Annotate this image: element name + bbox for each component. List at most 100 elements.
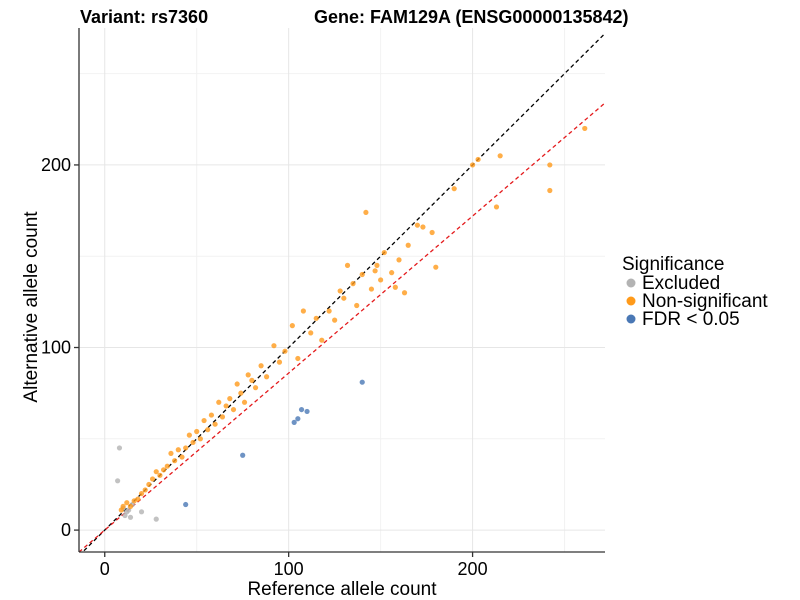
data-points — [115, 125, 588, 522]
point-non-significant — [414, 222, 421, 228]
point-non-significant — [372, 268, 378, 274]
point-non-significant — [194, 428, 200, 435]
point-excluded — [153, 516, 159, 522]
point-excluded — [138, 509, 145, 515]
point-non-significant — [359, 271, 365, 278]
point-non-significant — [319, 337, 325, 343]
point-non-significant — [197, 436, 203, 442]
point-non-significant — [138, 490, 145, 497]
point-excluded — [127, 514, 134, 520]
point-non-significant — [389, 270, 395, 276]
x-tick-label: 200 — [458, 559, 488, 579]
point-non-significant — [118, 507, 124, 513]
point-excluded — [116, 445, 123, 451]
point-non-significant — [175, 447, 181, 453]
point-non-significant — [429, 229, 435, 236]
point-non-significant — [582, 125, 588, 132]
y-tick-label: 100 — [41, 338, 71, 358]
point-non-significant — [186, 432, 192, 438]
point-fdr-0-05 — [240, 452, 246, 458]
point-non-significant — [313, 315, 319, 321]
point-non-significant — [547, 162, 553, 168]
x-tick-label: 100 — [274, 559, 304, 579]
legend: Significance ExcludedNon-significantFDR … — [622, 254, 768, 330]
point-non-significant — [332, 317, 338, 323]
axes: 0 100 200 0 100 200 — [41, 28, 605, 579]
point-non-significant — [190, 439, 196, 446]
point-non-significant — [374, 262, 380, 268]
point-non-significant — [157, 472, 163, 478]
y-tick-label: 0 — [61, 520, 71, 540]
point-fdr-0-05 — [304, 408, 310, 415]
y-axis-title: Alternative allele count — [21, 211, 42, 403]
point-fdr-0-05 — [291, 419, 297, 425]
point-non-significant — [142, 487, 148, 493]
legend-label-excluded: Excluded — [642, 273, 720, 294]
point-non-significant — [282, 348, 288, 354]
legend-label-fdr-0-05: FDR < 0.05 — [642, 309, 740, 330]
point-non-significant — [392, 284, 398, 290]
point-non-significant — [295, 355, 301, 362]
point-non-significant — [547, 187, 553, 194]
point-non-significant — [179, 454, 185, 460]
point-non-significant — [161, 467, 167, 473]
point-non-significant — [405, 242, 411, 248]
point-excluded — [122, 512, 128, 519]
point-non-significant — [164, 463, 170, 469]
point-non-significant — [223, 403, 229, 409]
point-fdr-0-05 — [295, 416, 301, 422]
point-non-significant — [146, 481, 152, 488]
y-tick-label: 200 — [41, 155, 71, 175]
point-non-significant — [241, 399, 248, 405]
point-non-significant — [469, 162, 476, 168]
point-non-significant — [149, 476, 156, 482]
point-non-significant — [451, 186, 457, 192]
point-non-significant — [493, 204, 500, 210]
point-non-significant — [271, 343, 277, 349]
point-non-significant — [308, 330, 314, 336]
x-axis-title: Reference allele count — [247, 579, 437, 600]
point-non-significant — [124, 500, 130, 506]
point-non-significant — [238, 390, 244, 396]
identity-line — [81, 33, 605, 552]
point-non-significant — [326, 308, 332, 314]
point-non-significant — [337, 288, 343, 294]
point-non-significant — [245, 372, 251, 378]
legend-title: Significance — [622, 254, 724, 275]
point-non-significant — [258, 363, 264, 369]
legend-label-non-significant: Non-significant — [642, 291, 768, 312]
reference-lines — [79, 33, 605, 552]
point-non-significant — [183, 445, 189, 451]
point-non-significant — [381, 249, 387, 256]
point-non-significant — [172, 458, 178, 464]
point-non-significant — [289, 323, 295, 329]
point-non-significant — [341, 295, 347, 301]
point-fdr-0-05 — [359, 379, 365, 385]
point-non-significant — [401, 290, 408, 296]
point-non-significant — [300, 308, 306, 314]
point-fdr-0-05 — [183, 501, 189, 508]
point-non-significant — [263, 374, 270, 380]
point-non-significant — [378, 277, 384, 283]
point-non-significant — [227, 396, 233, 402]
point-non-significant — [420, 224, 426, 230]
point-non-significant — [252, 385, 259, 391]
point-non-significant — [205, 427, 211, 433]
point-fdr-0-05 — [298, 406, 305, 413]
point-non-significant — [276, 359, 283, 365]
chart-title-gene: Gene: FAM129A (ENSG00000135842) — [314, 7, 629, 27]
point-non-significant — [433, 264, 439, 270]
point-non-significant — [497, 153, 503, 159]
legend-key-excluded — [626, 278, 636, 288]
point-non-significant — [344, 262, 351, 268]
point-non-significant — [249, 377, 255, 383]
point-non-significant — [216, 399, 222, 405]
point-non-significant — [127, 503, 134, 509]
x-tick-label: 0 — [100, 559, 110, 579]
point-non-significant — [350, 281, 356, 287]
point-non-significant — [201, 417, 207, 424]
point-non-significant — [234, 381, 240, 387]
legend-key-non-significant — [626, 296, 636, 306]
